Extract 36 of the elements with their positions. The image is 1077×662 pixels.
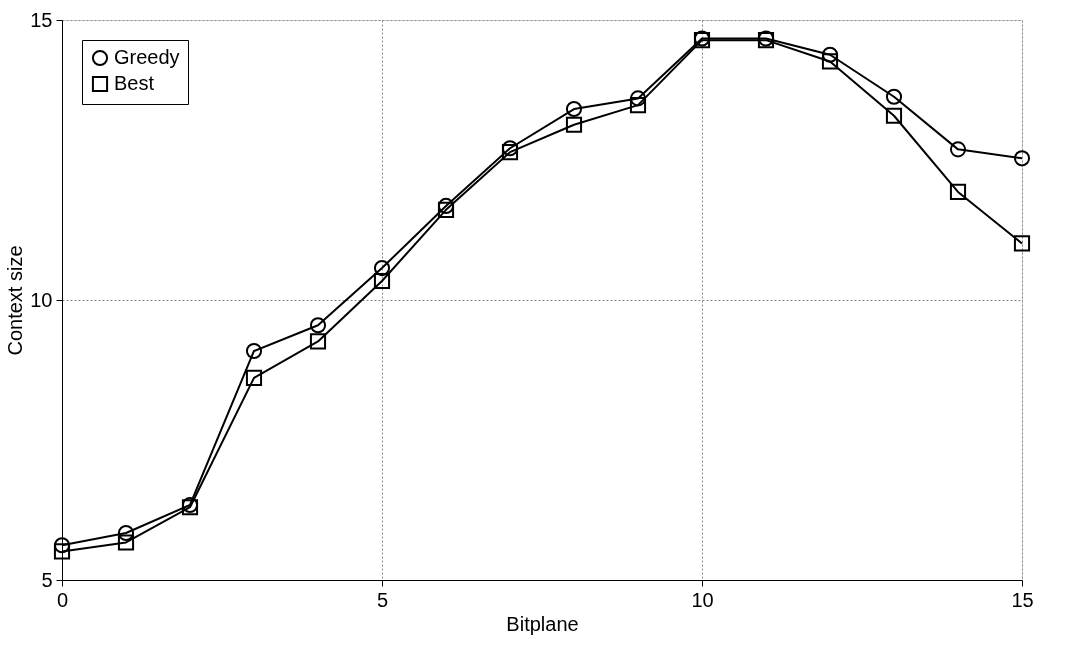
y-axis-title: Context size [4,245,27,356]
x-tick-label: 5 [376,588,389,611]
point [117,534,135,551]
point [821,53,839,70]
point [885,107,903,124]
point [1013,235,1031,252]
y-tick-label: 5 [41,568,53,591]
y-tick-label: 15 [30,8,53,31]
point [885,88,903,105]
point [629,90,647,107]
x-axis-title: Bitplane [506,612,579,635]
point [821,46,839,63]
point [437,201,455,218]
point [501,144,519,161]
legend-label: Greedy [114,46,180,68]
point [373,260,391,277]
x-tick-label: 0 [56,588,69,611]
point [53,543,71,560]
point [1013,150,1031,167]
point [117,524,135,542]
point [309,333,327,350]
point [309,317,327,334]
point [373,272,391,290]
point [629,97,647,114]
x-tick-label: 10 [691,588,714,611]
point [949,141,967,158]
point [245,342,263,360]
y-tick-label: 10 [30,288,53,311]
point [565,116,583,133]
point [501,140,519,157]
legend-label: Best [114,72,155,94]
x-tick-label: 15 [1011,588,1034,611]
point [565,100,583,118]
point [53,537,71,554]
point [949,183,967,200]
point [245,369,263,386]
